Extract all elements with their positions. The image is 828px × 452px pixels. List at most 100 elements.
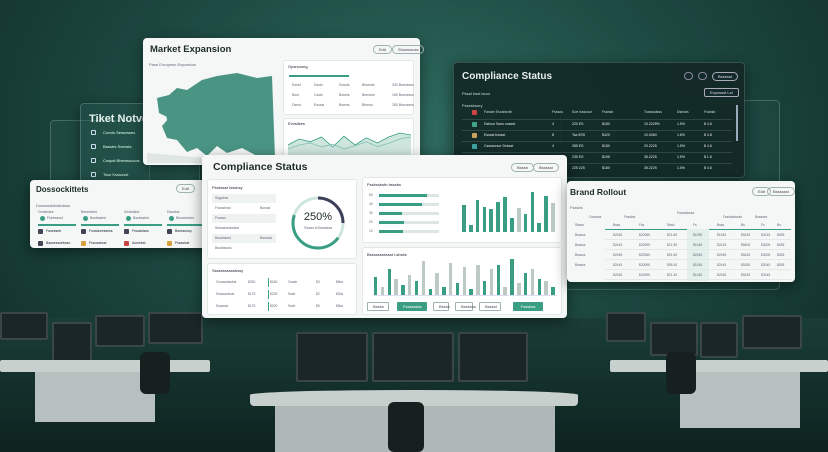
item-label[interactable]: Bassesssebsso: [46, 241, 71, 245]
column-header: Fssbsb: [602, 110, 614, 114]
table-cell: 1.5%: [677, 166, 685, 170]
field-label[interactable]: Ssgsbss: [215, 196, 229, 200]
secondary-button[interactable]: Bssssst: [533, 163, 559, 172]
gauge-label: Ssssr bSsssbss: [304, 225, 333, 230]
note-item[interactable]: Basstrs Sxessts: [103, 144, 132, 149]
show-button[interactable]: Showsocas: [392, 45, 425, 54]
table-cell: Csssb: [288, 280, 298, 284]
vertical-bar: [551, 202, 555, 232]
note-item[interactable]: Covvis Sessvsses: [103, 130, 136, 135]
item-label[interactable]: Frssstdsss: [132, 229, 149, 233]
desk: [0, 360, 210, 372]
top-button[interactable]: Bssesst: [712, 72, 739, 81]
table-cell: $1045: [693, 263, 703, 267]
footer-button[interactable]: Bsssst: [479, 302, 501, 311]
field-row: [212, 194, 276, 203]
bar: [544, 281, 548, 295]
card-title: Bsssssssbssst Lsbsbs: [367, 252, 407, 257]
table-cell: $2045: [693, 253, 703, 257]
highlight-column: [687, 229, 709, 281]
hbar: [379, 221, 405, 224]
table-cell: $2045: [613, 233, 623, 237]
table-cell: $91.65: [667, 253, 678, 257]
item-label[interactable]: Fssossbsst: [89, 241, 107, 245]
market-expansion-panel: Market Expansion Edit Showsocas Pase Eur…: [143, 38, 425, 165]
item-label[interactable]: Fsssslsst: [175, 241, 190, 245]
field-tag: Bssssst: [260, 236, 273, 240]
primary-button[interactable]: Bsssb: [511, 163, 534, 172]
show-button[interactable]: Bsssssst: [767, 187, 795, 196]
column-header: Soe Isssosor: [572, 110, 593, 114]
stage-check-icon: [169, 216, 174, 221]
item-label[interactable]: Fossboressess: [89, 229, 113, 233]
europe-map[interactable]: [147, 68, 275, 163]
table-cell: $175: [248, 304, 256, 308]
list-cell: Bbnsest: [362, 93, 375, 97]
footer-button[interactable]: Bsssb: [367, 302, 389, 311]
note-item[interactable]: Tsso Ksssosst: [103, 172, 129, 177]
table-cell: $535: [777, 243, 785, 247]
help-button[interactable]: [698, 72, 707, 80]
table-cell: $5245: [741, 233, 751, 237]
info-button[interactable]: [684, 72, 693, 80]
field-label[interactable]: Fsssss: [215, 216, 226, 220]
card-title: Sssssbsssssbssy: [212, 268, 244, 273]
monitor: [372, 332, 454, 382]
monitor: [606, 312, 646, 342]
table-cell: $195: [602, 155, 610, 159]
list-cell: Bsests: [339, 103, 350, 107]
field-label[interactable]: Fssssbsst: [215, 206, 231, 210]
item-label[interactable]: Bsesscssp: [175, 229, 192, 233]
bar: [483, 281, 487, 295]
vertical-bar: [544, 195, 549, 232]
monitor: [148, 312, 203, 344]
table-cell: $2445: [717, 263, 727, 267]
field-label[interactable]: Sesssbssbstsst: [215, 226, 240, 230]
scrollbar[interactable]: [736, 105, 738, 141]
table-cell: Cossssbssbst: [216, 280, 237, 284]
brand-rollout-panel: Brand Rollout Edit Bsssssst Fsssbs Cssss…: [567, 181, 795, 282]
row-icon: [472, 122, 477, 127]
table-cell: $5bs: [336, 304, 344, 308]
row-divider: [605, 259, 791, 260]
hbar-label: 30: [369, 211, 373, 215]
footer-button[interactable]: Bsssb: [433, 302, 450, 311]
bar: [414, 281, 419, 295]
item-label[interactable]: Fasesseb: [46, 229, 62, 233]
note-item[interactable]: Cospst Bbemsoocos: [103, 158, 140, 163]
footer-button[interactable]: Bsssbss: [455, 302, 476, 311]
line-series-0: [288, 132, 411, 148]
export-button[interactable]: Expossst Lst: [704, 88, 739, 97]
vertical-bar: [537, 222, 542, 232]
list-cell: Esssts: [314, 103, 325, 107]
stage-label: Cmsbstes: [38, 210, 54, 214]
group-header: Bsssses: [755, 215, 768, 219]
item-icon: [167, 241, 172, 246]
footer-button[interactable]: Fsssbss: [513, 302, 543, 311]
table-cell: $3005: [761, 253, 771, 257]
table-cell: $175: [248, 292, 256, 296]
field-tag: Bsssst: [260, 206, 271, 210]
edit-button[interactable]: Edit: [373, 45, 392, 54]
stage-label: Bessbstes: [81, 210, 98, 214]
table-cell: 35.2225: [644, 166, 657, 170]
bar: [408, 275, 412, 295]
vertical-bar: [503, 197, 507, 232]
item-icon: [167, 229, 172, 234]
desk: [250, 390, 578, 406]
group-header: Fsssbst: [624, 215, 636, 219]
rollout-table: Cssssss Fsssbst Fsssbsbsss Fsssbsbsssb Bssss…: [569, 211, 791, 281]
bar: [551, 287, 555, 295]
footer-button[interactable]: Fssssssbs: [397, 302, 427, 311]
table-cell: 1.5%: [677, 155, 685, 159]
field-label[interactable]: Bsssbssst: [215, 236, 231, 240]
table-cell: $ 4.6: [704, 122, 712, 126]
edit-button[interactable]: Edit: [176, 184, 195, 193]
list-cell: 180 Bssnesss: [392, 93, 414, 97]
monitor: [742, 315, 802, 349]
item-label[interactable]: Aoolsbst: [132, 241, 146, 245]
vertical-bar: [510, 218, 514, 232]
field-label[interactable]: Bsssbssss: [215, 246, 232, 250]
stage-value: Bssbssbst: [90, 216, 106, 220]
row-accent: [268, 302, 269, 311]
